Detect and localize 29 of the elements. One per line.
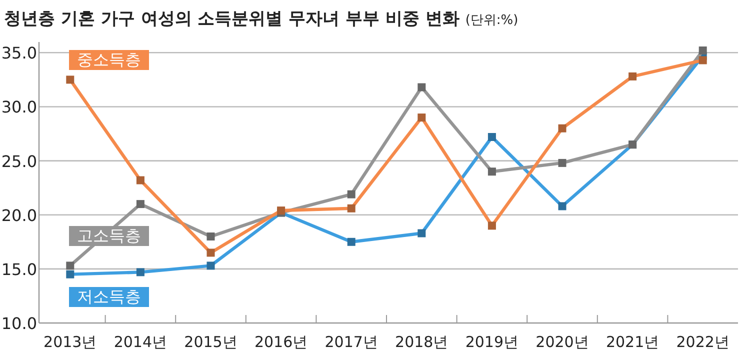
point bbox=[558, 158, 566, 167]
x-tick-label: 2014년 bbox=[114, 333, 168, 351]
x-tick-label: 2013년 bbox=[44, 333, 97, 351]
y-tick-label: 10.0 bbox=[1, 314, 37, 333]
point bbox=[66, 262, 74, 270]
series-label: 고소득층 bbox=[77, 226, 141, 245]
y-tick-label: 20.0 bbox=[1, 206, 37, 225]
point bbox=[698, 46, 707, 54]
y-tick-label: 35.0 bbox=[1, 44, 37, 63]
x-tick-label: 2021년 bbox=[606, 333, 660, 351]
x-tick-label: 2016년 bbox=[254, 333, 308, 351]
x-tick-label: 2018년 bbox=[395, 333, 448, 351]
series-label: 저소득층 bbox=[77, 287, 141, 306]
chart-subtitle: (단위:%) bbox=[465, 13, 518, 28]
point bbox=[347, 190, 356, 198]
point bbox=[488, 168, 496, 176]
point bbox=[206, 232, 215, 240]
chart-title: 청년층 기혼 가구 여성의 소득분위별 무자녀 부부 비중 변화 bbox=[4, 9, 460, 29]
x-tick-label: 2015년 bbox=[184, 333, 238, 351]
series-label: 중소득층 bbox=[77, 50, 141, 69]
x-tick-label: 2022년 bbox=[676, 333, 730, 351]
y-tick-label: 15.0 bbox=[1, 260, 37, 279]
x-tick-label: 2019년 bbox=[465, 333, 519, 351]
y-tick-label: 30.0 bbox=[1, 98, 37, 117]
y-tick-label: 25.0 bbox=[1, 152, 37, 171]
x-tick-label: 2017년 bbox=[324, 333, 378, 351]
x-tick-label: 2020년 bbox=[536, 333, 589, 351]
point bbox=[136, 200, 144, 208]
point bbox=[418, 83, 426, 92]
